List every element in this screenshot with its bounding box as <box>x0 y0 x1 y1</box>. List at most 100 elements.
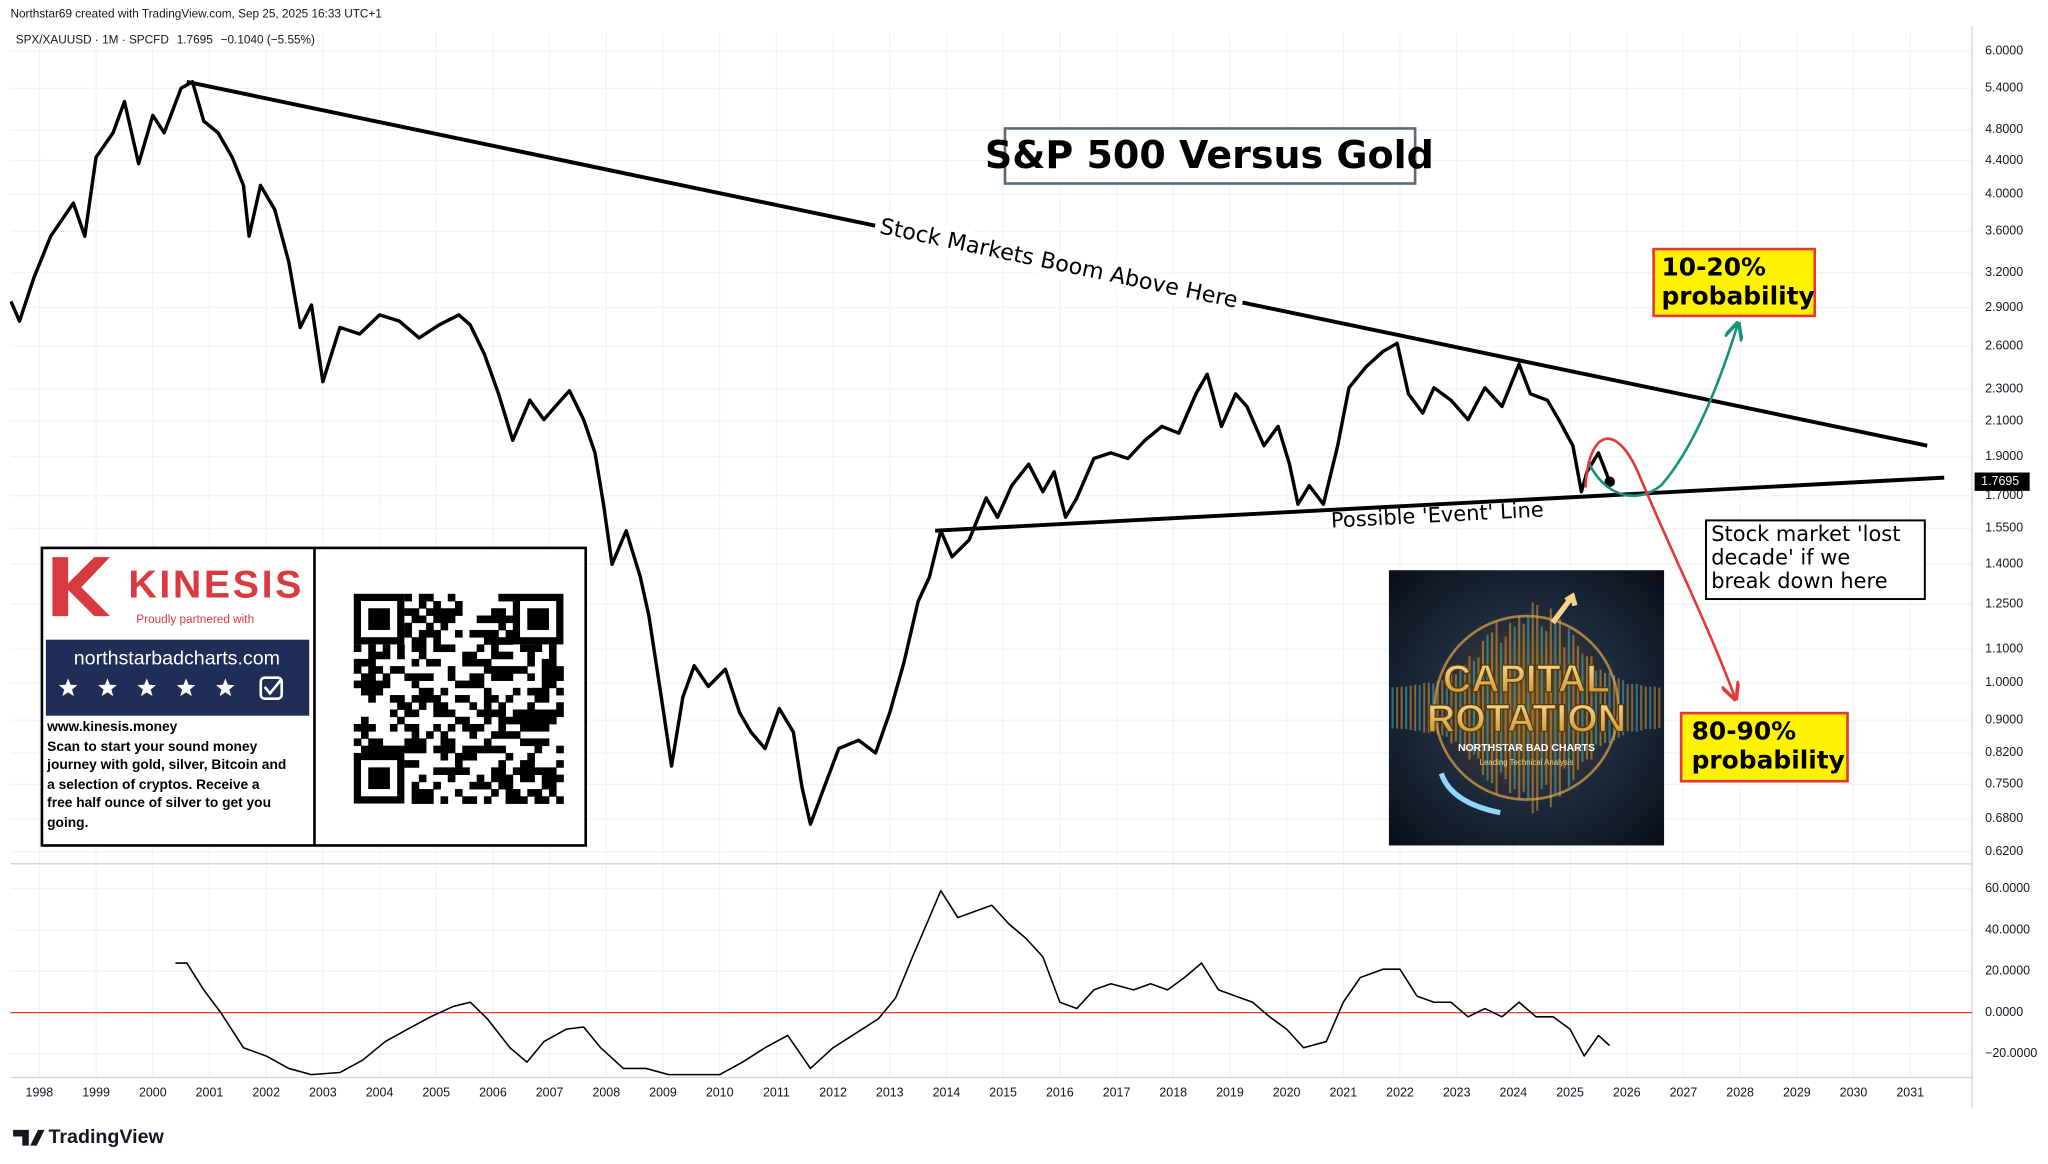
artwork-bar <box>1608 672 1611 744</box>
y-tick-label: 40.0000 <box>1985 922 2030 936</box>
qr-module <box>534 723 543 732</box>
title-box <box>1003 127 1417 185</box>
qr-module <box>520 767 528 775</box>
artwork-bar <box>1463 665 1466 751</box>
qr-module <box>491 615 499 624</box>
qr-module <box>440 615 449 624</box>
qr-module <box>389 745 398 754</box>
star-icon <box>216 678 235 697</box>
artwork-bar <box>1640 685 1643 731</box>
qr-module <box>361 680 369 689</box>
x-tick-label: 2002 <box>252 1085 280 1099</box>
y-tick-label: 1.1000 <box>1985 642 2023 656</box>
x-tick-label: 2010 <box>706 1085 734 1099</box>
qr-module <box>418 774 427 783</box>
qr-module <box>361 687 369 696</box>
trendline-label: Possible 'Event' Line <box>1330 498 1544 533</box>
artwork-bar <box>1450 672 1453 744</box>
y-tick-label: 1.0000 <box>1985 675 2023 689</box>
qr-module <box>361 716 369 725</box>
qr-module <box>440 752 449 761</box>
qr-module <box>411 781 420 790</box>
qr-module <box>418 745 427 754</box>
qr-module <box>534 709 543 718</box>
x-tick-label: 2017 <box>1103 1085 1131 1099</box>
qr-module <box>556 673 564 681</box>
qr-module <box>476 615 485 624</box>
qr-module <box>548 644 557 653</box>
qr-module <box>476 745 485 754</box>
x-tick-label: 2018 <box>1159 1085 1187 1099</box>
y-tick-label: 4.4000 <box>1985 153 2023 167</box>
qr-module <box>397 651 405 660</box>
x-tick-label: 2013 <box>876 1085 904 1099</box>
qr-module <box>541 695 550 703</box>
x-tick-label: 2004 <box>366 1085 394 1099</box>
check-icon <box>259 676 284 700</box>
qr-module <box>483 637 492 645</box>
qr-module <box>498 637 506 645</box>
artwork-bar <box>1468 656 1471 760</box>
qr-module <box>397 695 405 703</box>
qr-module <box>404 608 413 616</box>
qr-module <box>433 767 441 775</box>
qr-module <box>483 781 492 790</box>
qr-module <box>440 622 449 631</box>
qr-module <box>440 767 449 775</box>
artwork-bar <box>1567 628 1570 788</box>
qr-module <box>548 774 557 783</box>
y-tick-label: 2.6000 <box>1985 338 2023 352</box>
x-tick-label: 2031 <box>1896 1085 1924 1099</box>
qr-module <box>491 651 499 660</box>
sponsor-text: Scan to start your sound money <box>47 739 257 754</box>
qr-module <box>483 615 492 624</box>
qr-module <box>426 789 434 797</box>
artwork-bar <box>1585 656 1589 760</box>
qr-module <box>361 731 369 739</box>
qr-module <box>411 637 420 645</box>
qr-module <box>541 687 550 696</box>
qr-finder <box>512 593 564 645</box>
artwork-title: CAPITAL <box>1443 657 1610 701</box>
artwork-bar <box>1495 621 1498 795</box>
trendline-label: Stock Markets Boom Above Here <box>878 214 1240 314</box>
artwork-bar <box>1518 616 1521 800</box>
artwork-bar <box>1626 684 1629 732</box>
qr-module <box>382 680 391 689</box>
qr-module <box>426 695 434 703</box>
qr-module <box>541 680 550 689</box>
qr-module <box>462 695 470 703</box>
bearish-arrow <box>1584 437 1734 698</box>
qr-module <box>447 673 456 681</box>
qr-module <box>476 723 485 732</box>
qr-module <box>454 752 463 761</box>
y-tick-label: 6.0000 <box>1985 43 2023 57</box>
qr-module <box>353 666 362 674</box>
qr-module <box>505 781 514 790</box>
qr-module <box>498 622 506 631</box>
qr-module <box>505 615 514 624</box>
artwork-bar <box>1590 656 1593 760</box>
qr-module <box>505 673 514 681</box>
qr-finder <box>527 608 549 630</box>
artwork-bar <box>1490 632 1494 784</box>
qr-module <box>527 716 535 725</box>
qr-module <box>353 658 362 667</box>
qr-module <box>411 658 420 667</box>
x-tick-label: 2011 <box>763 1085 790 1099</box>
qr-module <box>469 658 478 667</box>
qr-module <box>469 731 478 739</box>
legend: SPX/XAUUSD · 1M · SPCFD 1.7695 −0.1040 (… <box>16 34 315 47</box>
qr-module <box>491 673 499 681</box>
x-tick-label: 2030 <box>1840 1085 1868 1099</box>
y-tick-label: 0.6800 <box>1985 811 2023 825</box>
qr-module <box>476 673 485 681</box>
qr-module <box>483 738 492 747</box>
qr-module <box>462 745 470 754</box>
qr-module <box>418 702 427 710</box>
qr-module <box>527 774 535 783</box>
qr-module <box>491 695 499 703</box>
qr-module <box>454 760 463 768</box>
qr-module <box>534 738 543 747</box>
